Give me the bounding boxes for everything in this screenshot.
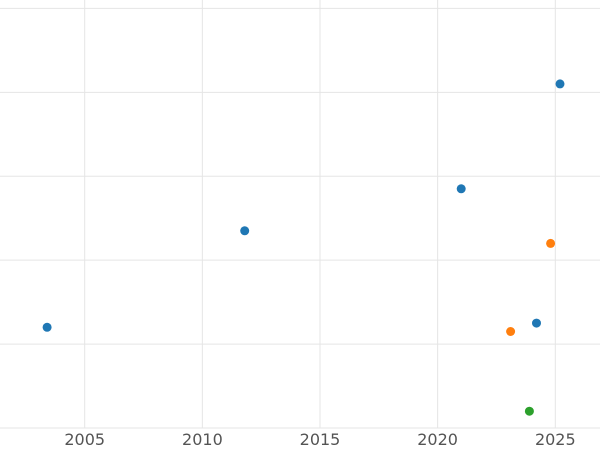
data-point-series-orange [506,327,516,336]
data-point-series-orange [546,238,556,248]
data-point-series-blue [42,322,52,332]
data-point-series-blue [456,184,466,194]
x-axis-labels: 2005 2010 2015 2020 2025 [64,430,575,449]
data-point-series-blue [532,318,541,328]
x-tick-label: 2015 [300,430,341,449]
data-point-series-blue [555,79,565,89]
x-tick-label: 2010 [182,430,223,449]
x-tick-label: 2005 [64,430,105,449]
data-point-series-green [524,406,534,416]
x-tick-label: 2020 [417,430,458,449]
data-point-series-blue [240,226,250,236]
x-tick-label: 2025 [535,430,576,449]
points-layer [42,79,565,416]
gridlines-layer [0,0,600,429]
